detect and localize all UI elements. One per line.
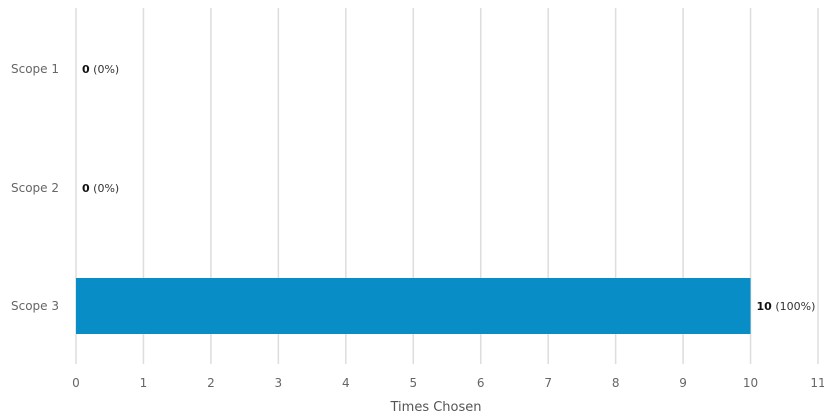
data-label: 0 (0%) <box>82 63 119 76</box>
x-tick-label: 4 <box>342 376 350 390</box>
x-tick-label: 6 <box>477 376 485 390</box>
bars <box>76 278 751 334</box>
x-tick-label: 11 <box>810 376 824 390</box>
x-axis-title: Times Chosen <box>390 400 482 414</box>
bar[interactable] <box>76 278 751 334</box>
x-tick-label: 7 <box>544 376 552 390</box>
x-tick-label: 2 <box>207 376 215 390</box>
x-tick-labels: 0 1 2 3 4 5 6 7 8 9 10 11 <box>72 376 824 390</box>
category-label: Scope 3 <box>11 299 59 313</box>
x-tick-label: 1 <box>140 376 148 390</box>
category-labels: Scope 1 Scope 2 Scope 3 <box>11 62 59 313</box>
category-label: Scope 1 <box>11 62 59 76</box>
data-labels: 0 (0%) 0 (0%) 10 (100%) <box>82 63 815 313</box>
data-label: 0 (0%) <box>82 182 119 195</box>
category-label: Scope 2 <box>11 181 59 195</box>
x-tick-label: 0 <box>72 376 80 390</box>
x-tick-label: 10 <box>743 376 758 390</box>
x-tick-label: 9 <box>679 376 687 390</box>
data-label: 10 (100%) <box>757 300 816 313</box>
x-tick-label: 3 <box>275 376 283 390</box>
x-tick-label: 8 <box>612 376 620 390</box>
x-tick-label: 5 <box>409 376 417 390</box>
